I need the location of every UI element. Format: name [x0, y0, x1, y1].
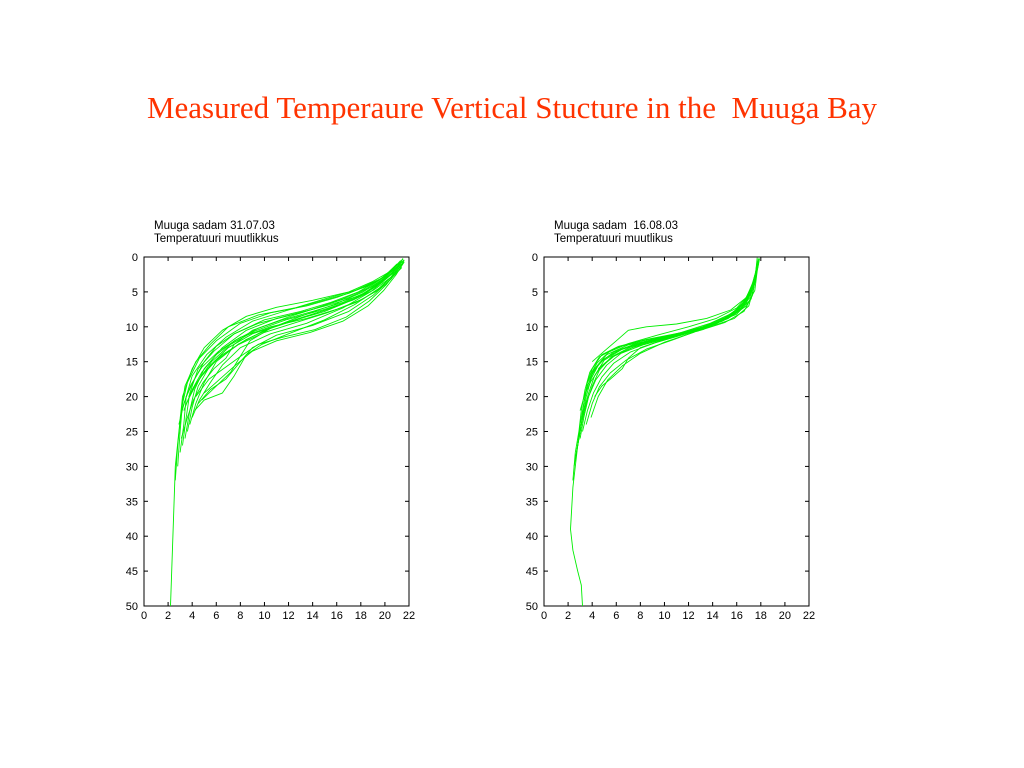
y-tick-label: 10 — [126, 322, 138, 334]
y-tick-label: 15 — [126, 357, 138, 369]
chart-title: Muuga sadam 31.07.03 — [154, 220, 275, 232]
x-tick-label: 8 — [637, 610, 643, 622]
y-tick-label: 40 — [526, 531, 538, 543]
temperature-profile-line-3 — [177, 258, 404, 467]
y-tick-label: 5 — [132, 287, 138, 299]
x-tick-label: 20 — [379, 610, 391, 622]
x-tick-label: 18 — [355, 610, 367, 622]
x-tick-label: 2 — [565, 610, 571, 622]
y-tick-label: 50 — [526, 601, 538, 613]
y-tick-label: 15 — [526, 357, 538, 369]
plot-frame — [543, 256, 810, 607]
y-tick-label: 40 — [126, 531, 138, 543]
temperature-profile-line-8 — [189, 267, 398, 425]
x-tick-label: 0 — [541, 610, 547, 622]
y-tick-label: 0 — [532, 252, 538, 264]
x-tick-label: 16 — [331, 610, 343, 622]
x-tick-label: 6 — [213, 610, 219, 622]
chart-header: Muuga sadam 16.08.03 Temperatuuri muutli… — [554, 220, 678, 246]
temperature-profile-line-19 — [195, 269, 399, 397]
temperature-profile-line-3 — [573, 259, 759, 467]
x-tick-label: 20 — [779, 610, 791, 622]
temperature-profile-line-1 — [170, 260, 401, 607]
x-tick-label: 0 — [141, 610, 147, 622]
x-tick-label: 4 — [189, 610, 195, 622]
chart-subtitle: Temperatuuri muutlikkus — [154, 233, 279, 245]
y-tick-label: 45 — [126, 566, 138, 578]
temperature-profile-line-2 — [174, 263, 398, 481]
temperature-profile-line-9 — [585, 272, 757, 425]
y-tick-label: 10 — [526, 322, 538, 334]
x-tick-label: 10 — [258, 610, 270, 622]
profiles-group — [170, 258, 405, 607]
temperature-profile-line-9 — [191, 263, 401, 418]
temperature-profile-line-20 — [201, 266, 398, 401]
x-tick-label: 22 — [803, 610, 815, 622]
chart-header: Muuga sadam 31.07.03 Temperatuuri muutli… — [154, 220, 279, 246]
x-tick-label: 6 — [613, 610, 619, 622]
y-tick-label: 50 — [126, 601, 138, 613]
x-tick-label: 14 — [707, 610, 719, 622]
y-tick-label: 35 — [526, 496, 538, 508]
x-tick-label: 14 — [307, 610, 319, 622]
temperature-profile-line-6 — [184, 262, 400, 439]
temperature-profile-line-14 — [589, 260, 759, 376]
x-tick-label: 10 — [658, 610, 670, 622]
temperature-profile-line-10 — [590, 274, 756, 418]
y-tick-label: 0 — [132, 252, 138, 264]
slide-title: Measured Temperaure Vertical Stucture in… — [146, 90, 878, 125]
x-tick-label: 8 — [237, 610, 243, 622]
x-tick-label: 18 — [755, 610, 767, 622]
temperature-profile-line-21 — [203, 261, 405, 394]
y-tick-label: 30 — [526, 461, 538, 473]
temperature-profile-line-18 — [188, 263, 404, 397]
temperature-profile-line-15 — [586, 263, 759, 383]
temperature-profile-line-11 — [594, 268, 758, 397]
temperature-profile-chart-16-08: Muuga sadam 16.08.03 Temperatuuri muutli… — [522, 215, 822, 635]
y-tick-label: 5 — [532, 287, 538, 299]
temperature-profile-line-17 — [583, 270, 758, 397]
profiles-group — [570, 257, 761, 607]
temperature-profile-chart-31-07: Muuga sadam 31.07.03 Temperatuuri muutli… — [122, 215, 422, 635]
x-tick-label: 16 — [731, 610, 743, 622]
temperature-profile-line-16 — [597, 276, 757, 370]
y-tick-label: 20 — [526, 392, 538, 404]
x-tick-label: 12 — [282, 610, 294, 622]
y-tick-label: 25 — [126, 427, 138, 439]
chart-subtitle: Temperatuuri muutlikus — [554, 233, 673, 245]
temperature-profile-line-11 — [197, 262, 404, 404]
y-tick-label: 25 — [526, 427, 538, 439]
y-tick-label: 35 — [126, 496, 138, 508]
x-tick-label: 4 — [589, 610, 595, 622]
x-tick-label: 12 — [682, 610, 694, 622]
temperature-profile-line-15 — [183, 260, 403, 411]
y-tick-label: 20 — [126, 392, 138, 404]
y-tick-label: 45 — [526, 566, 538, 578]
temperature-profile-line-6 — [577, 259, 759, 446]
chart-plot: 0 2 4 6 8 10 12 14 16 18 20 22 0 5 10 15 20 25 30 35 40 45 50 — [126, 252, 415, 622]
temperature-profile-line-13 — [591, 263, 759, 363]
temperature-profile-line-16 — [185, 263, 401, 404]
chart-title: Muuga sadam 16.08.03 — [554, 220, 679, 232]
x-tick-label: 22 — [403, 610, 415, 622]
x-tick-label: 2 — [165, 610, 171, 622]
chart-plot: 0 2 4 6 8 10 12 14 16 18 20 22 0 5 10 15 20 25 30 35 40 45 50 — [526, 252, 815, 622]
y-tick-label: 30 — [126, 461, 138, 473]
